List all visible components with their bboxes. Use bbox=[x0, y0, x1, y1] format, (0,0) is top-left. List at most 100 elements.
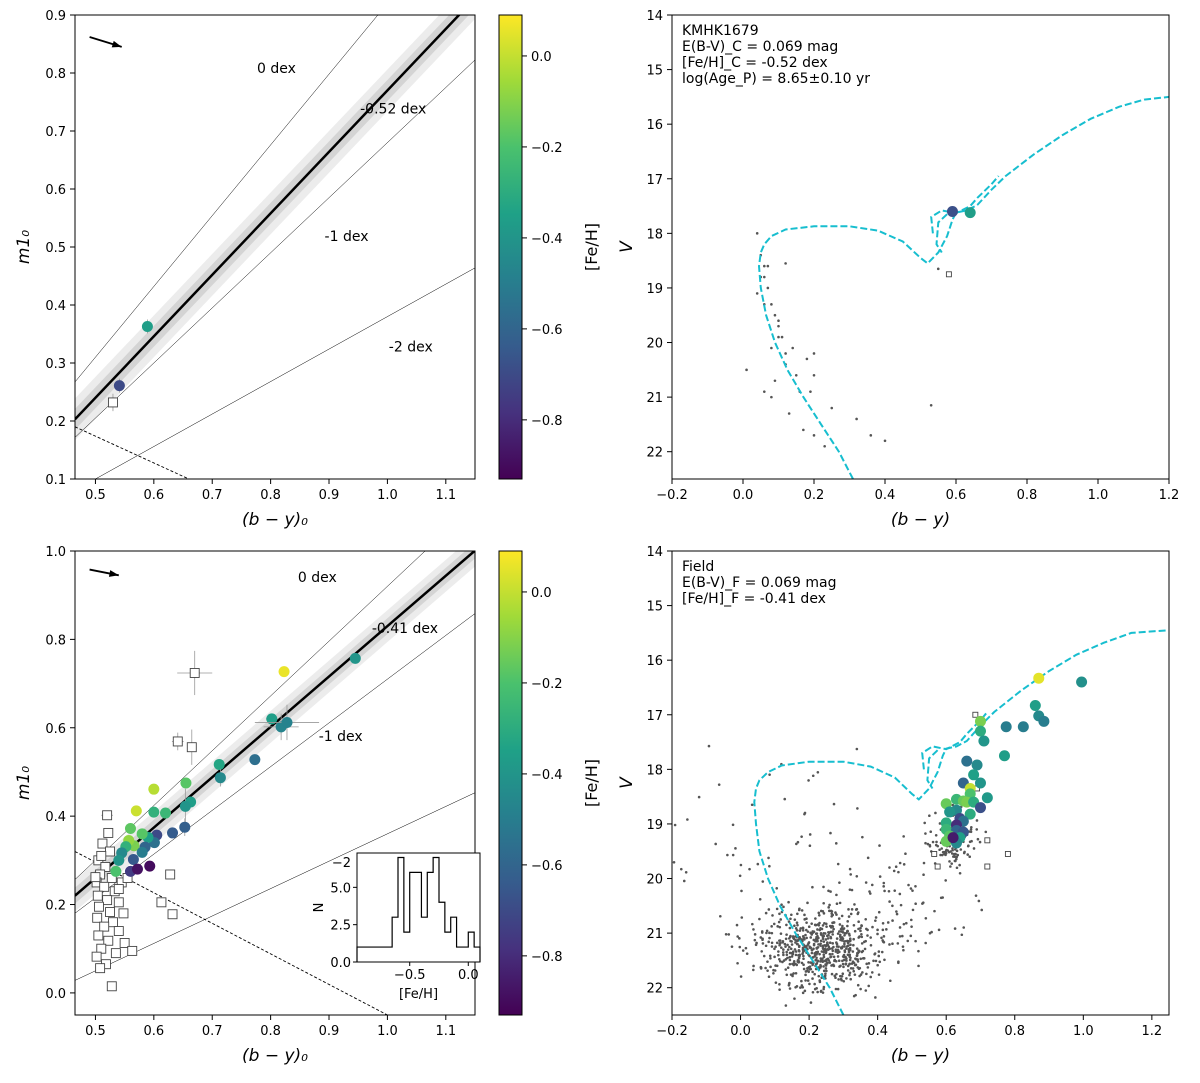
field-star bbox=[828, 903, 831, 907]
open-point bbox=[984, 863, 991, 870]
field-star bbox=[831, 949, 835, 953]
field-star bbox=[829, 831, 832, 835]
field-star bbox=[806, 943, 810, 946]
field-star bbox=[796, 942, 799, 946]
dex-label: 0 dex bbox=[257, 61, 296, 77]
field-star bbox=[809, 967, 813, 971]
field-star bbox=[845, 977, 848, 980]
field-star bbox=[856, 951, 859, 955]
field-star bbox=[917, 949, 920, 953]
field-star bbox=[856, 983, 860, 987]
field-star bbox=[951, 848, 954, 852]
field-star bbox=[790, 913, 793, 917]
field-star bbox=[922, 861, 926, 865]
open-point bbox=[108, 397, 118, 408]
field-star bbox=[856, 958, 859, 961]
field-star bbox=[764, 966, 767, 970]
data-point bbox=[1033, 672, 1045, 684]
field-star bbox=[810, 922, 813, 925]
field-star bbox=[781, 951, 785, 954]
field-star bbox=[787, 937, 791, 940]
field-star bbox=[953, 852, 956, 856]
x-tick-label: 0.8 bbox=[260, 488, 281, 503]
y-tick-label: 19 bbox=[646, 818, 663, 833]
field-star bbox=[909, 887, 913, 890]
inset-y-tick-label: 0.0 bbox=[330, 956, 351, 971]
field-star bbox=[819, 960, 822, 963]
data-point bbox=[160, 807, 172, 819]
field-star bbox=[944, 879, 947, 882]
field-star bbox=[853, 973, 857, 976]
field-star bbox=[686, 818, 689, 821]
field-star bbox=[731, 853, 735, 857]
reddening-arrow-head bbox=[111, 40, 122, 48]
field-star bbox=[980, 908, 984, 912]
x-tick-label: 0.8 bbox=[1004, 1024, 1025, 1039]
field-star bbox=[745, 368, 748, 372]
field-star bbox=[808, 844, 812, 848]
field-star bbox=[837, 945, 840, 948]
field-star bbox=[773, 313, 777, 317]
field-star bbox=[794, 953, 798, 957]
data-point bbox=[167, 827, 179, 839]
field-star bbox=[863, 947, 867, 951]
field-star bbox=[829, 935, 832, 939]
field-star bbox=[829, 909, 833, 913]
field-star bbox=[822, 940, 826, 943]
field-star bbox=[777, 953, 780, 957]
field-star bbox=[894, 865, 898, 869]
field-star bbox=[880, 950, 884, 954]
y-tick-label: 0.8 bbox=[45, 67, 66, 82]
field-star bbox=[836, 987, 840, 991]
field-star bbox=[936, 844, 940, 848]
y-tick-label: 0.1 bbox=[45, 473, 66, 488]
y-tick-label: 15 bbox=[646, 600, 663, 615]
field-star bbox=[821, 957, 824, 961]
field-star bbox=[835, 893, 838, 897]
data-point bbox=[141, 320, 153, 332]
inset-x-tick-label: −0.5 bbox=[394, 968, 426, 983]
field-star bbox=[808, 965, 812, 968]
field-star bbox=[821, 960, 825, 963]
field-star bbox=[768, 954, 772, 958]
open-point bbox=[119, 938, 130, 948]
data-point bbox=[1017, 721, 1029, 733]
field-star bbox=[763, 275, 766, 279]
field-star bbox=[755, 292, 759, 295]
field-star bbox=[877, 910, 881, 914]
open-point bbox=[96, 850, 107, 861]
open-point bbox=[984, 837, 991, 844]
field-star bbox=[774, 981, 778, 984]
field-star bbox=[751, 922, 754, 926]
field-star bbox=[861, 949, 865, 953]
field-star bbox=[845, 931, 848, 935]
x-tick-label: −0.2 bbox=[656, 488, 688, 503]
y-tick-label: 0.3 bbox=[45, 357, 66, 372]
x-tick-label: 1.0 bbox=[377, 1024, 398, 1039]
data-point bbox=[131, 863, 143, 875]
field-star bbox=[967, 844, 970, 848]
field-star bbox=[819, 944, 822, 947]
field-star bbox=[969, 830, 973, 834]
field-star bbox=[724, 932, 728, 936]
field-star bbox=[874, 916, 878, 919]
field-star bbox=[827, 959, 831, 962]
field-star bbox=[797, 908, 801, 912]
field-star bbox=[855, 417, 858, 421]
field-star bbox=[958, 871, 962, 875]
field-star bbox=[771, 914, 774, 917]
field-star bbox=[789, 947, 793, 951]
field-star bbox=[942, 850, 946, 854]
y-tick-label: 21 bbox=[646, 391, 663, 406]
field-star bbox=[902, 835, 905, 838]
field-star bbox=[766, 969, 769, 972]
field-star bbox=[928, 814, 931, 818]
data-point bbox=[974, 777, 986, 789]
field-star bbox=[784, 945, 787, 948]
field-star bbox=[856, 911, 860, 914]
field-star bbox=[860, 942, 864, 945]
field-star bbox=[825, 961, 829, 965]
field-star bbox=[843, 949, 847, 952]
field-star bbox=[758, 898, 762, 901]
